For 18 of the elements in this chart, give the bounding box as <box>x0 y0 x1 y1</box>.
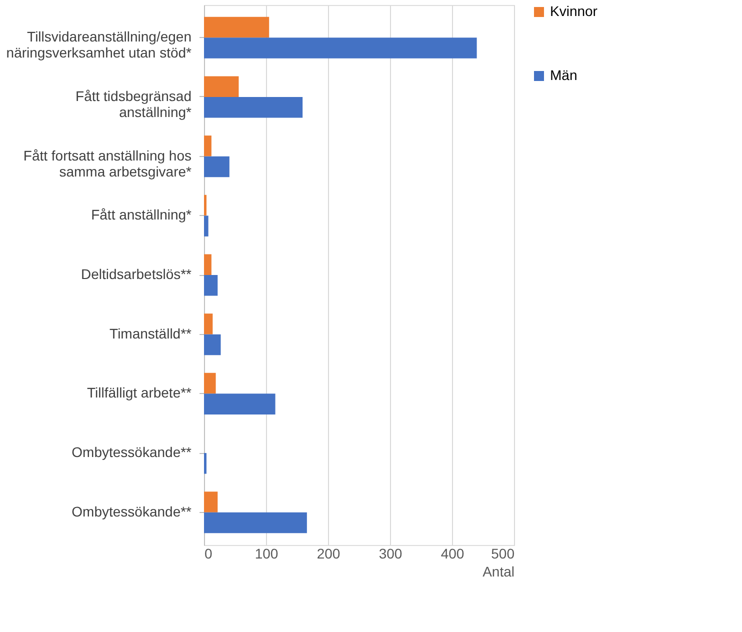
y-tick-label: Fått anställning* <box>91 206 192 223</box>
x-axis-title: Antal <box>482 564 514 580</box>
y-tick-label: Ombytessökande** <box>72 503 192 520</box>
y-tick-label: Timanställd** <box>110 325 192 342</box>
y-tick-label: Fått tidsbegränsad anställning* <box>76 88 192 120</box>
x-tick-label: 300 <box>378 546 402 562</box>
y-tick-label: Tillsvidareanställning/egen näringsverksamhet utan stöd* <box>6 28 192 61</box>
y-tick-label: Fått fortsatt anställning hos samma arbetsgivare* <box>23 147 192 180</box>
y-tick-label: Ombytessökande** <box>72 444 192 460</box>
y-tick-label: Tillfälligt arbete** <box>86 384 192 401</box>
legend-label: Män <box>550 67 578 83</box>
x-tick-label: 500 <box>491 546 515 562</box>
x-tick-label: 400 <box>440 546 464 562</box>
y-tick-label: Deltidsarbetslös** <box>81 266 192 282</box>
x-tick-label: 100 <box>254 546 278 562</box>
x-tick-label: 0 <box>204 546 212 562</box>
x-tick-label: 200 <box>316 546 340 562</box>
legend-label: Kvinnor <box>550 3 598 19</box>
